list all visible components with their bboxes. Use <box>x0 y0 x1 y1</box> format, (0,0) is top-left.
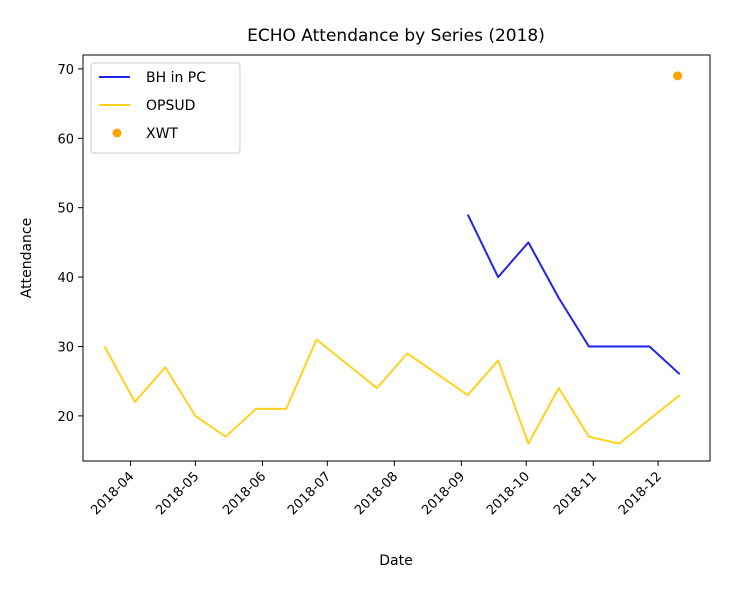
data-point-bh-in-pc <box>557 297 559 299</box>
data-point-opsud <box>103 345 105 347</box>
data-point-opsud <box>406 352 408 354</box>
chart-title: ECHO Attendance by Series (2018) <box>247 26 545 46</box>
x-tick-label: 2018-11 <box>551 469 600 518</box>
data-point-opsud <box>134 401 136 403</box>
data-point-bh-in-pc <box>467 213 469 215</box>
data-point-opsud <box>285 408 287 410</box>
x-axis-label: Date <box>379 553 412 569</box>
legend: BH in PC OPSUD XWT <box>90 62 241 154</box>
x-tick-label: 2018-05 <box>153 469 202 518</box>
legend-label-xwt: XWT <box>146 126 178 142</box>
series-line-bh-in-pc <box>466 214 681 375</box>
x-tick-label: 2018-12 <box>616 469 665 518</box>
data-point-opsud <box>224 436 226 438</box>
series-layer <box>103 71 683 445</box>
data-point-opsud <box>557 387 559 389</box>
x-tick-label: 2018-08 <box>352 469 401 518</box>
x-tick-label: 2018-09 <box>419 469 468 518</box>
y-tick-label: 20 <box>57 410 74 425</box>
y-tick-label: 70 <box>57 63 74 78</box>
data-point-opsud <box>467 394 469 396</box>
data-point-opsud <box>315 338 317 340</box>
data-point-opsud <box>376 387 378 389</box>
series-line-opsud <box>103 338 681 445</box>
y-axis: 20 30 40 50 60 70 <box>57 63 83 425</box>
legend-label-opsud: OPSUD <box>146 98 195 114</box>
x-axis: 2018-04 2018-05 2018-06 2018-07 2018-08 2018-… <box>88 461 665 518</box>
data-point-opsud <box>618 442 620 444</box>
y-axis-label: Attendance <box>19 218 35 298</box>
data-point-bh-in-pc <box>679 373 681 375</box>
data-point-opsud <box>588 436 590 438</box>
legend-swatch-xwt <box>112 128 122 138</box>
data-point-xwt <box>673 71 683 81</box>
data-point-opsud <box>527 442 529 444</box>
data-point-opsud <box>255 408 257 410</box>
legend-label-bh-in-pc: BH in PC <box>146 70 206 86</box>
data-point-bh-in-pc <box>527 241 529 243</box>
data-point-bh-in-pc <box>588 345 590 347</box>
data-point-opsud <box>679 394 681 396</box>
data-point-opsud <box>164 366 166 368</box>
x-tick-label: 2018-06 <box>220 469 269 518</box>
y-tick-label: 50 <box>57 202 74 217</box>
x-tick-label: 2018-07 <box>285 469 334 518</box>
plot-frame <box>82 54 711 462</box>
data-point-opsud <box>497 359 499 361</box>
data-point-bh-in-pc <box>648 345 650 347</box>
y-tick-label: 60 <box>57 132 74 147</box>
y-tick-label: 40 <box>57 271 74 286</box>
x-tick-label: 2018-10 <box>484 469 533 518</box>
legend-box <box>90 62 241 154</box>
x-tick-label: 2018-04 <box>88 469 137 518</box>
y-tick-label: 30 <box>57 340 74 355</box>
data-point-bh-in-pc <box>497 276 499 278</box>
data-point-opsud <box>194 415 196 417</box>
